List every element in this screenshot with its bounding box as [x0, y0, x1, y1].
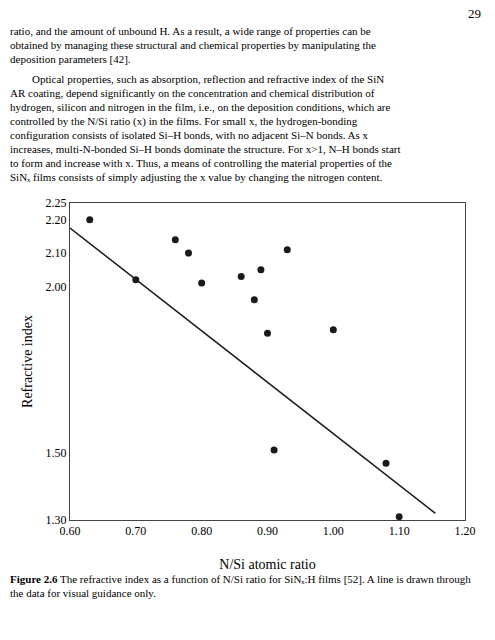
- svg-text:0.80: 0.80: [191, 524, 212, 538]
- svg-text:N/Si atomic ratio: N/Si atomic ratio: [219, 557, 315, 572]
- svg-text:1.00: 1.00: [323, 524, 344, 538]
- svg-text:1.50: 1.50: [46, 446, 67, 460]
- html-text:to form and increase with x. T: to form and increase with x. Thus, a mea…: [10, 157, 392, 169]
- html-text:Optical properties, such as ab: Optical properties, such as absorption, …: [10, 73, 385, 85]
- html-text:obtained by managing these str: obtained by managing these structural an…: [10, 39, 376, 51]
- svg-text:0.70: 0.70: [125, 524, 146, 538]
- svg-text:0.90: 0.90: [257, 524, 278, 538]
- svg-text:2.10: 2.10: [46, 246, 67, 260]
- svg-text:1.30: 1.30: [46, 513, 67, 527]
- svg-text:2.00: 2.00: [46, 280, 67, 294]
- svg-text:Refractive index: Refractive index: [20, 315, 35, 408]
- svg-text:0.60: 0.60: [60, 524, 81, 538]
- html-text:hydrogen, silicon and nitrogen: hydrogen, silicon and nitrogen in the fi…: [10, 101, 391, 113]
- html-text:increases, multi-N-bonded Si–H: increases, multi-N-bonded Si–H bonds dom…: [10, 143, 401, 155]
- html-text:controlled by the N/Si ratio (: controlled by the N/Si ratio (x) in the …: [10, 115, 358, 127]
- html-text:AR coating, depend significant: AR coating, depend significantly on the …: [10, 87, 375, 99]
- html-text:ratio, and the amount of unbou: ratio, and the amount of unbound H. As a…: [10, 25, 371, 37]
- html-text:Figure 2.6 The refractive inde: Figure 2.6 The refractive index as a fun…: [10, 573, 471, 599]
- svg-text:1.20: 1.20: [455, 524, 476, 538]
- svg-text:1.10: 1.10: [389, 524, 410, 538]
- html-text:deposition parameters [42].: deposition parameters [42].: [10, 53, 131, 65]
- svg-text:2.20: 2.20: [46, 213, 67, 227]
- svg-text:2.25: 2.25: [46, 196, 67, 210]
- html-text:29: 29: [468, 6, 481, 21]
- html-text:SiNₓ films consists of simply: SiNₓ films consists of simply adjusting …: [10, 171, 383, 183]
- html-text:configuration consists of isol: configuration consists of isolated Si–H …: [10, 129, 369, 141]
